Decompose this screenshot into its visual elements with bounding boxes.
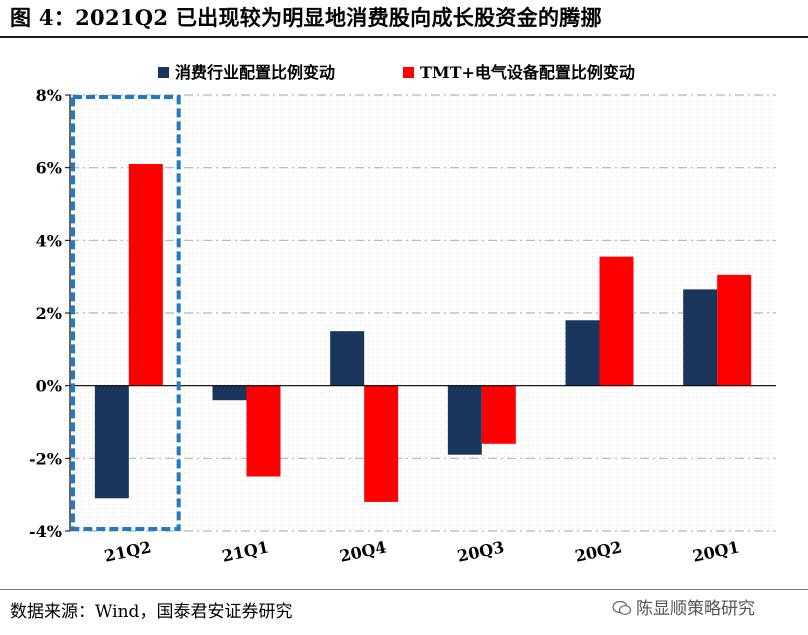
- wechat-icon: [612, 600, 632, 615]
- x-tick-label: 21Q1: [220, 537, 270, 565]
- title-divider: [0, 36, 808, 38]
- bar-consumer: [447, 385, 482, 455]
- bar-consumer: [94, 385, 129, 499]
- y-tick-label: -4%: [29, 522, 62, 541]
- x-axis-labels: 21Q2 21Q1 20Q4 20Q3 20Q2 20Q1: [103, 537, 742, 565]
- axes: [69, 95, 776, 531]
- source-note: 数据来源：Wind，国泰君安证券研究: [10, 602, 293, 622]
- bar-consumer: [565, 320, 600, 386]
- y-tick-label: -2%: [29, 449, 62, 468]
- chart-title: 图 4：2021Q2 已出现较为明显地消费股向成长股资金的腾挪: [10, 5, 602, 30]
- highlight-box: [71, 95, 181, 531]
- bar-tmt: [128, 164, 163, 386]
- y-tick-label: 6%: [36, 159, 62, 178]
- bar-tmt: [599, 256, 634, 386]
- watermark-text: 陈显顺策略研究: [636, 599, 755, 619]
- x-tick-label: 20Q2: [573, 537, 623, 565]
- x-tick-label: 21Q2: [103, 537, 153, 565]
- bars: [94, 164, 752, 502]
- bar-tmt: [246, 385, 281, 477]
- chart-svg: 消费行业配置比例变动 TMT+电气设备配置比例变动 8% 6% 4% 2% 0% -2% -4…: [29, 63, 776, 566]
- legend-swatch: [403, 67, 414, 78]
- bar-consumer: [330, 331, 365, 386]
- bar-tmt: [481, 385, 516, 444]
- legend-swatch: [158, 67, 169, 78]
- bar-consumer: [683, 289, 718, 386]
- y-tick-label: 2%: [36, 304, 62, 323]
- y-tick-label: 4%: [36, 231, 62, 250]
- x-tick-label: 20Q3: [456, 537, 506, 565]
- gridlines: [65, 94, 776, 532]
- x-tick-label: 20Q1: [691, 537, 741, 565]
- legend-label: 消费行业配置比例变动: [175, 63, 335, 82]
- bar-consumer: [212, 385, 247, 401]
- bar-tmt: [717, 274, 752, 386]
- legend: 消费行业配置比例变动 TMT+电气设备配置比例变动: [158, 63, 635, 82]
- y-axis-labels: 8% 6% 4% 2% 0% -2% -4%: [29, 86, 62, 541]
- legend-label: TMT+电气设备配置比例变动: [420, 63, 635, 82]
- source-divider: [0, 589, 808, 590]
- watermark: 陈显顺策略研究: [612, 594, 755, 619]
- x-tick-label: 20Q4: [338, 537, 388, 565]
- plot-area: [70, 95, 776, 531]
- bar-tmt: [364, 385, 399, 502]
- y-tick-label: 0%: [36, 377, 62, 396]
- y-tick-label: 8%: [36, 86, 62, 105]
